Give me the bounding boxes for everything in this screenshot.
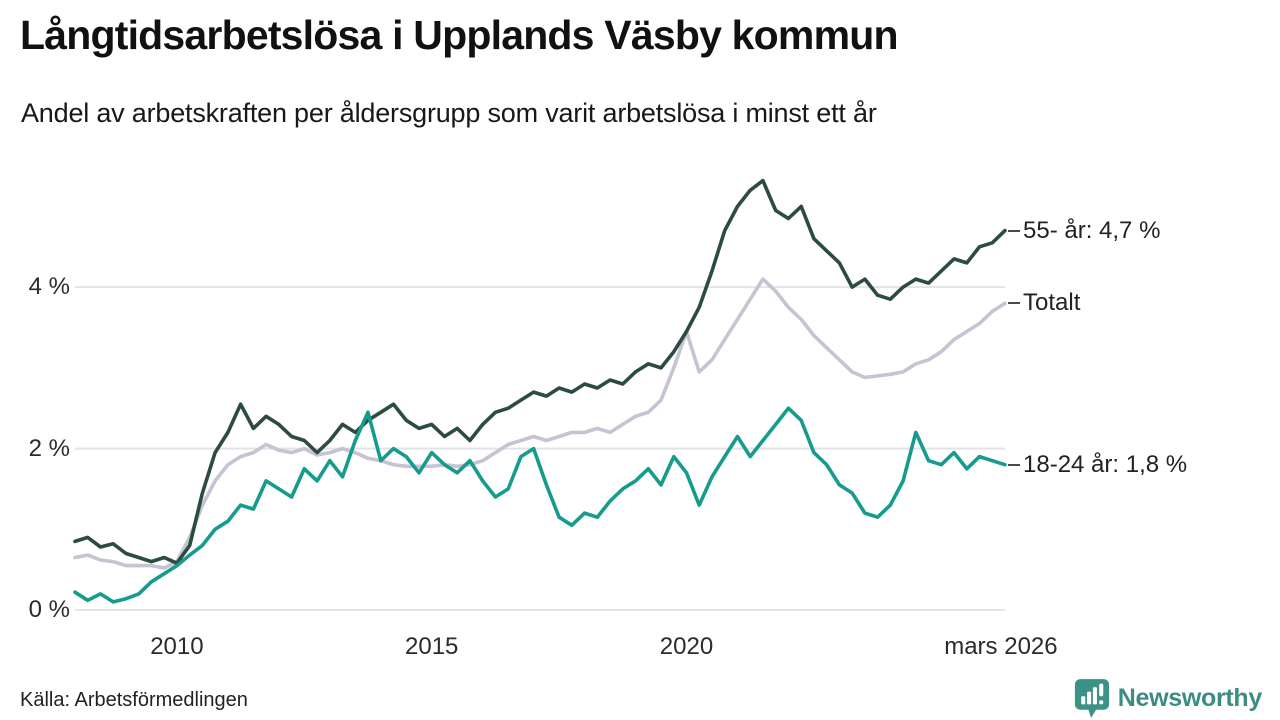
source-note: Källa: Arbetsförmedlingen: [20, 689, 248, 711]
newsworthy-icon: [1074, 679, 1109, 718]
x-axis-tick-label: 2015: [405, 633, 459, 660]
x-axis-tick-label: 2010: [150, 633, 204, 660]
y-axis-tick-label: 0 %: [28, 596, 70, 623]
annotation-tick-dash: [1008, 463, 1020, 466]
y-axis-tick-label: 2 %: [28, 434, 70, 462]
annotation-label: 55- år: 4,7 %: [1023, 216, 1161, 244]
page-title: Långtidsarbetslösa i Upplands Väsby komm…: [20, 12, 899, 58]
x-axis-tick-label: 2020: [659, 633, 714, 660]
series-annotation-totalt: Totalt: [1008, 288, 1080, 318]
series-line-totalt: [73, 277, 1007, 570]
annotation-label: 18-24 år: 1,8 %: [1023, 450, 1188, 478]
series-line-55-r: [73, 178, 1007, 566]
brand-name: Newsworthy: [1117, 684, 1263, 712]
annotation-tick-dash: [1008, 302, 1020, 305]
x-axis-tick-label: mars 2026: [944, 633, 1058, 660]
chart-subtitle: Andel av arbetskraften per åldersgrupp s…: [21, 98, 877, 128]
annotation-tick-dash: [1008, 229, 1020, 232]
y-axis-tick-label: 4 %: [28, 273, 70, 301]
series-annotation-55-r: 55- år: 4,7 %: [1008, 216, 1160, 246]
series-line-18-24-r: [73, 406, 1007, 604]
brand-logo: Newsworthy: [1074, 678, 1262, 719]
series-annotation-18-24-r: 18-24 år: 1,8 %: [1008, 450, 1187, 480]
annotation-label: Totalt: [1023, 289, 1081, 317]
